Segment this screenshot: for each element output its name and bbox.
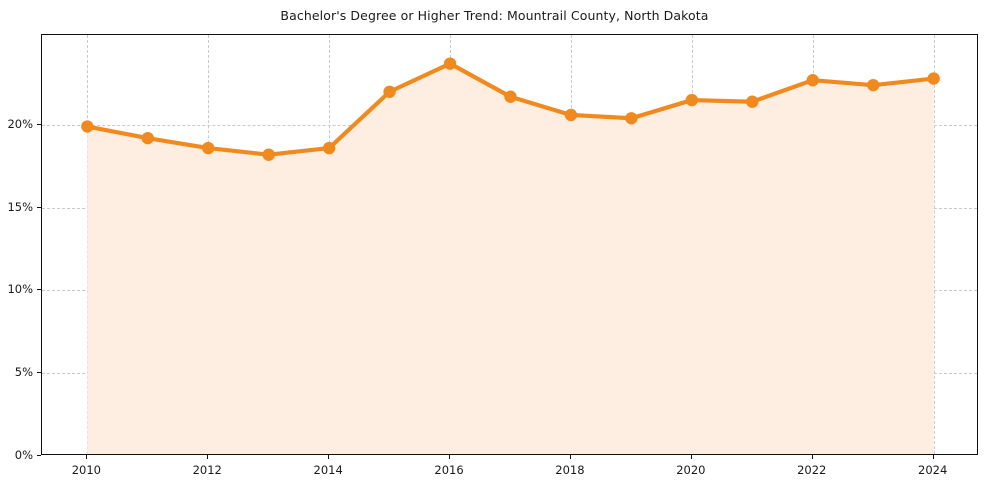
data-point-markers: 2010: 19.9% 2011: 19.2% 2012: 18.6% 2013: 1… [81,57,940,161]
data-point-marker: 2021: 21.4% [746,95,759,108]
x-tick-mark [328,455,330,459]
chart-title: Bachelor's Degree or Higher Trend: Mount… [280,8,709,23]
x-tick-mark [569,455,571,459]
x-tick-label: 2016 [434,463,464,477]
y-tick-label: 5% [14,365,33,380]
data-point-marker: 2013: 18.2% [262,148,275,161]
x-tick-label: 2020 [676,463,706,477]
x-tick-mark [932,455,934,459]
x-tick-label: 2024 [918,463,948,477]
x-tick-mark [690,455,692,459]
x-tick-label: 2014 [313,463,343,477]
data-point-marker: 2012: 18.6% [202,141,215,155]
x-tick-mark [86,455,88,459]
data-point-marker: 2019: 20.4% [625,112,638,125]
data-point-marker: 2017: 21.7% [504,90,517,103]
area-fill-path [87,63,934,454]
data-point-marker: 2016: 23.7% [443,57,457,70]
y-tick-label: 10% [7,282,33,297]
x-tick-label: 2018 [555,463,585,477]
data-point-marker: 2023: 22.4% [867,78,880,92]
y-tick-label: 20% [7,116,33,131]
data-point-marker: 2014: 18.6% [322,141,336,155]
x-tick-mark [449,455,451,459]
x-tick-label: 2010 [71,463,101,477]
y-tick-mark [37,455,41,456]
line-series-svg: 2010: 19.9% 2011: 19.2% 2012: 18.6% 2013: 1… [81,57,940,454]
y-tick-label: 0% [14,448,33,462]
data-point-marker: 2015: 22% [383,85,396,98]
x-tick-label: 2022 [797,463,827,477]
x-tick-mark [207,455,209,459]
data-point-marker: 2011: 19.2% [141,131,154,145]
data-point-marker: 2024: 22.8% [927,72,940,85]
data-point-marker: 2022: 22.7% [806,74,819,87]
x-tick-mark [811,455,813,459]
y-tick-label: 15% [7,199,33,214]
plot-area: 2010: 19.9% 2011: 19.2% 2012: 18.6% 2013: 1… [41,34,978,455]
x-tick-label: 2012 [192,463,222,477]
data-point-marker: 2010: 19.9% [81,120,94,133]
data-point-marker: 2018: 20.6% [564,108,578,122]
data-point-marker: 2020: 21.5% [685,93,699,107]
